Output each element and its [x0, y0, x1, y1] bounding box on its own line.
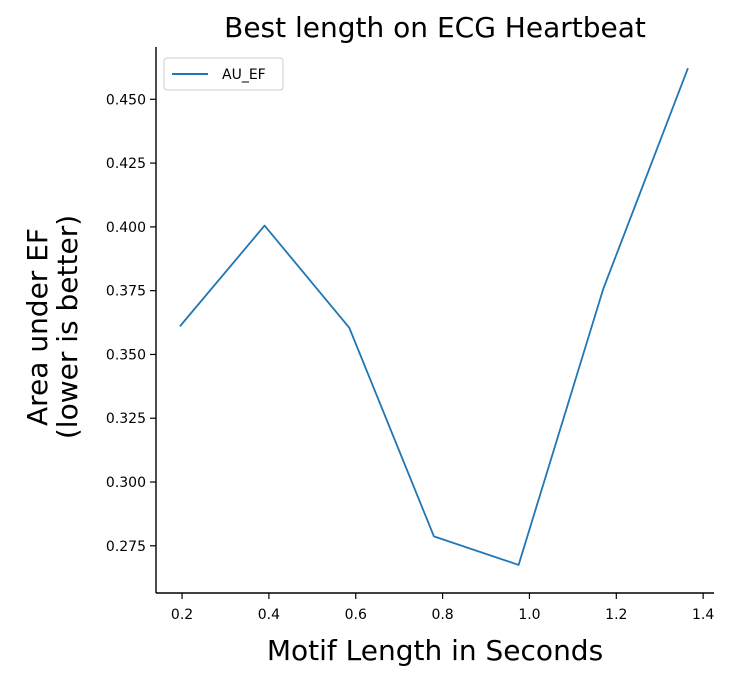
- y-axis-label-line-2: (lower is better): [51, 215, 84, 439]
- y-tick-label: 0.275: [106, 539, 146, 555]
- y-tick-label: 0.375: [106, 284, 146, 300]
- x-tick-label: 0.2: [171, 607, 193, 623]
- y-axis-ticks: 0.275 0.300 0.325 0.350 0.375 0.400 0.425 0.450: [106, 92, 156, 555]
- series-line-au-ef: [179, 67, 689, 566]
- legend: AU_EF: [163, 57, 284, 91]
- y-tick-label: 0.300: [106, 475, 146, 491]
- x-axis-ticks: 0.2 0.4 0.6 0.8 1.0 1.2 1.4: [171, 593, 714, 623]
- x-tick-label: 1.0: [518, 607, 540, 623]
- series-layer: [179, 67, 689, 566]
- x-axis-label: Motif Length in Seconds: [267, 634, 603, 667]
- legend-label-au-ef: AU_EF: [222, 67, 266, 83]
- x-tick-label: 0.8: [431, 607, 453, 623]
- y-axis-label-line-1: Area under EF: [21, 228, 54, 426]
- legend-frame: [163, 57, 284, 91]
- y-tick-label: 0.450: [106, 92, 146, 108]
- x-tick-label: 1.4: [692, 607, 714, 623]
- chart-title: Best length on ECG Heartbeat: [224, 11, 646, 44]
- x-tick-label: 0.6: [345, 607, 367, 623]
- y-tick-label: 0.325: [106, 411, 146, 427]
- x-tick-label: 1.2: [605, 607, 627, 623]
- y-tick-label: 0.400: [106, 220, 146, 236]
- y-axis-label: Area under EF (lower is better): [21, 215, 84, 439]
- y-tick-label: 0.425: [106, 156, 146, 172]
- x-tick-label: 0.4: [258, 607, 280, 623]
- y-tick-label: 0.350: [106, 347, 146, 363]
